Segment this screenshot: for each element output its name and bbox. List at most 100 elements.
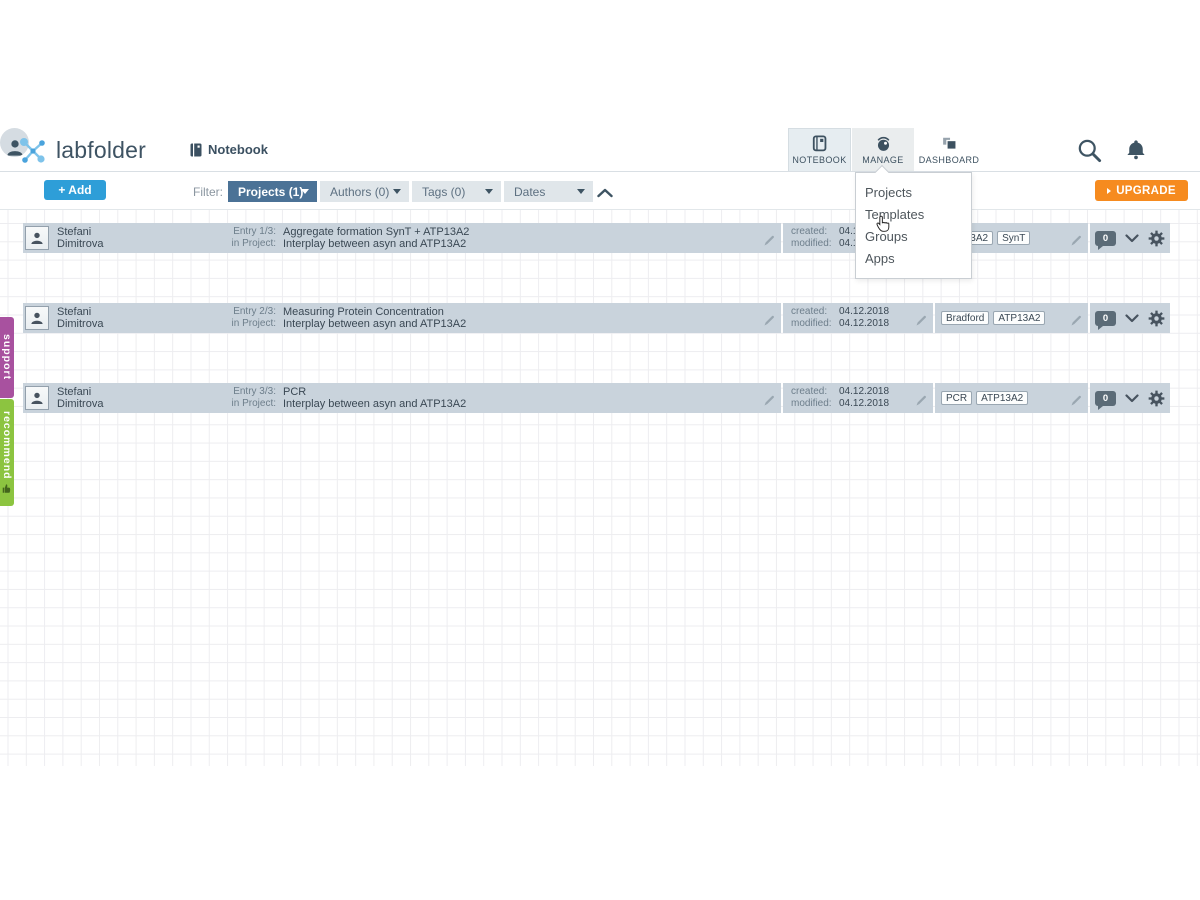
support-label: support: [1, 334, 13, 381]
manage-tab-icon: [877, 136, 889, 151]
page-title: Notebook: [190, 142, 268, 157]
recommend-label: recommend: [1, 411, 13, 480]
chevron-down-icon: [1125, 234, 1139, 243]
menu-item-groups[interactable]: Groups: [865, 229, 908, 244]
dashboard-tab-icon: [942, 137, 957, 150]
edit-title-pencil-icon[interactable]: [764, 233, 775, 251]
menu-item-projects[interactable]: Projects: [865, 185, 912, 200]
entry-row: Stefani Dimitrova Entry 2/3: in Project:…: [23, 303, 1170, 333]
manage-dropdown-menu: Projects Templates Groups Apps: [855, 164, 972, 279]
edit-date-pencil-icon[interactable]: [916, 393, 927, 411]
entry-tags-section: PCR ATP13A2: [935, 383, 1088, 413]
gear-icon: [1148, 230, 1165, 247]
person-icon: [30, 311, 44, 325]
edit-title-pencil-icon[interactable]: [764, 393, 775, 411]
entry-title: Measuring Protein Concentration: [283, 306, 444, 318]
filter-label: Filter:: [193, 185, 223, 199]
entry-title-block[interactable]: PCR Interplay between asyn and ATP13A2: [283, 386, 781, 410]
entry-row: Stefani Dimitrova Entry 1/3: in Project:…: [23, 223, 1170, 253]
entry-meta-labels: Entry 2/3: in Project:: [231, 306, 276, 329]
author-avatar: [25, 226, 49, 250]
chevron-down-icon: [1125, 314, 1139, 323]
logo-wordmark: labfolder: [56, 136, 147, 163]
upgrade-label: UPGRADE: [1116, 184, 1176, 197]
tab-manage[interactable]: MANAGE: [852, 128, 914, 171]
entry-settings-button[interactable]: [1148, 390, 1165, 407]
entry-main-section[interactable]: Stefani Dimitrova Entry 3/3: in Project:…: [23, 383, 781, 413]
filter-projects-label: Projects (1): [238, 184, 304, 199]
add-entry-button[interactable]: + Add: [44, 180, 106, 200]
author-name: Stefani Dimitrova: [57, 226, 104, 250]
filter-tags[interactable]: Tags (0): [412, 181, 501, 202]
recommend-side-tab[interactable]: recommend: [0, 399, 14, 506]
edit-title-pencil-icon[interactable]: [764, 313, 775, 331]
entry-tags-section: Bradford ATP13A2: [935, 303, 1088, 333]
modified-date: 04.12.2018: [839, 398, 890, 409]
tag-pill[interactable]: SynT: [997, 231, 1031, 245]
edit-tags-pencil-icon[interactable]: [1071, 233, 1082, 251]
entry-title-block[interactable]: Measuring Protein Concentration Interpla…: [283, 306, 781, 330]
entry-main-section[interactable]: Stefani Dimitrova Entry 1/3: in Project:…: [23, 223, 781, 253]
gear-icon: [1148, 310, 1165, 327]
expand-entry-button[interactable]: [1125, 394, 1139, 403]
author-name: Stefani Dimitrova: [57, 386, 104, 410]
edit-tags-pencil-icon[interactable]: [1071, 313, 1082, 331]
filter-authors[interactable]: Authors (0): [320, 181, 409, 202]
person-icon: [30, 231, 44, 245]
upgrade-button[interactable]: UPGRADE: [1095, 180, 1188, 201]
edit-date-pencil-icon[interactable]: [916, 313, 927, 331]
comments-button[interactable]: 0: [1095, 390, 1116, 410]
entry-project: Interplay between asyn and ATP13A2: [283, 398, 467, 410]
comments-button[interactable]: 0: [1095, 310, 1116, 330]
tag-pill[interactable]: ATP13A2: [993, 311, 1046, 325]
entry-settings-button[interactable]: [1148, 310, 1165, 327]
search-button[interactable]: [1076, 137, 1103, 169]
expand-entry-button[interactable]: [1125, 314, 1139, 323]
entry-settings-button[interactable]: [1148, 230, 1165, 247]
tab-notebook[interactable]: NOTEBOOK: [788, 128, 851, 171]
notifications-button[interactable]: [1124, 138, 1148, 167]
entry-actions-section: 0: [1090, 303, 1170, 333]
entry-title: PCR: [283, 386, 307, 398]
notebook-icon: [190, 143, 202, 156]
support-side-tab[interactable]: support: [0, 317, 14, 398]
tag-pill[interactable]: Bradford: [941, 311, 990, 325]
tab-dashboard-label: DASHBOARD: [918, 154, 980, 165]
thumb-up-icon: [2, 484, 11, 493]
entry-main-section[interactable]: Stefani Dimitrova Entry 2/3: in Project:…: [23, 303, 781, 333]
notebook-tab-icon: [812, 135, 827, 152]
menu-item-templates[interactable]: Templates: [865, 207, 925, 222]
menu-item-apps[interactable]: Apps: [865, 251, 895, 266]
expand-entry-button[interactable]: [1125, 234, 1139, 243]
author-avatar: [25, 306, 49, 330]
entry-title: Aggregate formation SynT + ATP13A2: [283, 226, 470, 238]
tab-dashboard[interactable]: DASHBOARD: [915, 128, 983, 171]
caret-down-icon: [301, 189, 309, 194]
filter-dates[interactable]: Dates: [504, 181, 593, 202]
entry-meta-labels: Entry 1/3: in Project:: [231, 226, 276, 249]
entry-project: Interplay between asyn and ATP13A2: [283, 238, 467, 250]
comments-button[interactable]: 0: [1095, 230, 1116, 250]
labfolder-logo[interactable]: labfolder: [18, 135, 146, 165]
tab-notebook-label: NOTEBOOK: [792, 155, 847, 165]
arrow-right-icon: [1107, 187, 1112, 194]
tag-pill[interactable]: ATP13A2: [976, 391, 1029, 405]
app-header: labfolder Notebook NOTEBOOK: [0, 128, 1200, 172]
tab-manage-label: MANAGE: [862, 154, 904, 165]
edit-tags-pencil-icon[interactable]: [1071, 393, 1082, 411]
chevron-up-icon: [597, 188, 613, 198]
filter-toolbar: + Add Filter: Projects (1) Authors (0) T…: [0, 172, 1200, 210]
filter-authors-label: Authors (0): [330, 184, 390, 199]
page-title-label: Notebook: [208, 142, 268, 157]
caret-down-icon: [485, 189, 493, 194]
author-avatar: [25, 386, 49, 410]
caret-down-icon: [577, 189, 585, 194]
filter-projects[interactable]: Projects (1): [228, 181, 317, 202]
tag-pill[interactable]: PCR: [941, 391, 973, 405]
collapse-filters-button[interactable]: [597, 185, 613, 203]
chevron-down-icon: [1125, 394, 1139, 403]
filter-dates-label: Dates: [514, 184, 546, 199]
created-date: 04.12.2018: [839, 306, 890, 317]
entry-title-block[interactable]: Aggregate formation SynT + ATP13A2 Inter…: [283, 226, 781, 250]
